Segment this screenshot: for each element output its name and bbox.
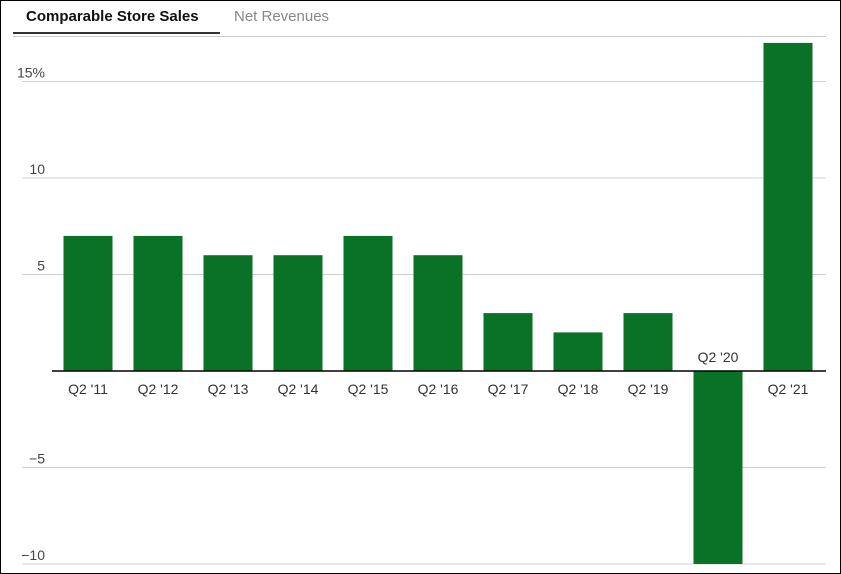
bar[interactable] [413, 255, 463, 371]
y-tick-label: −5 [29, 451, 45, 467]
x-tick-label: Q2 '19 [628, 381, 669, 397]
tab-net-revenues[interactable]: Net Revenues [234, 8, 330, 25]
x-tick-label: Q2 '16 [418, 381, 459, 397]
bar[interactable] [63, 235, 113, 371]
bar[interactable] [553, 332, 603, 371]
bar[interactable] [133, 235, 183, 371]
x-tick-label: Q2 '18 [558, 381, 599, 397]
x-tick-label: Q2 '15 [348, 381, 389, 397]
bar[interactable] [343, 235, 393, 371]
x-tick-label: Q2 '11 [68, 381, 108, 397]
x-tick-label: Q2 '14 [278, 381, 319, 397]
x-tick-label: Q2 '21 [768, 381, 809, 397]
y-tick-label: 5 [37, 258, 45, 274]
y-tick-label: 10 [29, 161, 45, 177]
bar[interactable] [273, 255, 323, 371]
bar[interactable] [763, 42, 813, 372]
bar[interactable] [203, 255, 253, 371]
bar[interactable] [693, 371, 743, 564]
bar[interactable] [623, 313, 673, 371]
tab-comparable-store-sales[interactable]: Comparable Store Sales [13, 0, 220, 34]
tab-bar: Comparable Store Sales Net Revenues [13, 0, 826, 37]
x-tick-label: Q2 '17 [488, 381, 529, 397]
y-tick-label: −10 [21, 547, 45, 563]
x-tick-label: Q2 '20 [698, 349, 739, 365]
bar[interactable] [483, 313, 533, 371]
y-tick-label: 15% [17, 65, 45, 81]
x-tick-label: Q2 '13 [208, 381, 249, 397]
x-tick-label: Q2 '12 [138, 381, 179, 397]
